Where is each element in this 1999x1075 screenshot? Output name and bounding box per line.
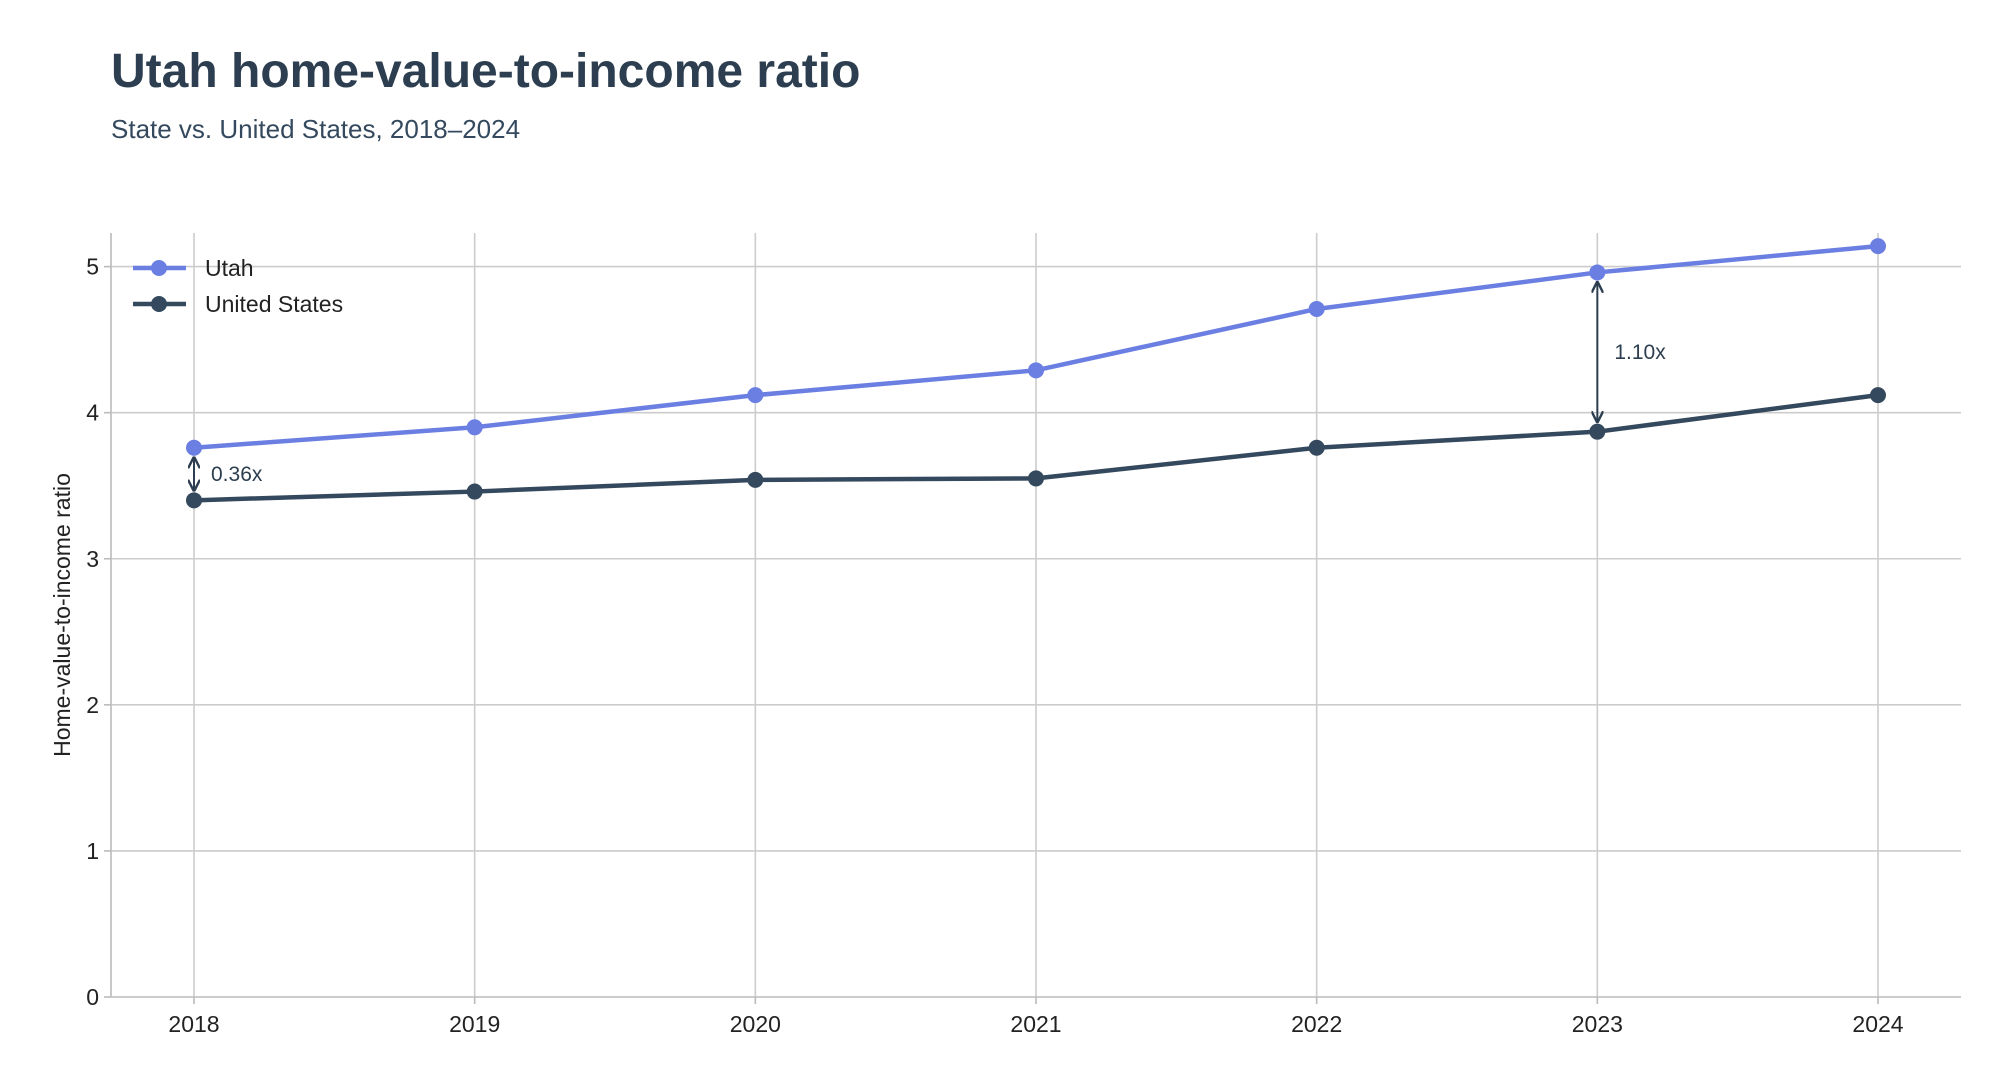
data-point-united-states xyxy=(747,471,764,488)
y-tick-label: 4 xyxy=(86,400,99,426)
legend-label-united-states: United States xyxy=(205,291,343,317)
y-tick-label: 1 xyxy=(86,838,99,864)
data-point-united-states xyxy=(186,492,202,509)
chart-subtitle: State vs. United States, 2018–2024 xyxy=(111,114,521,144)
data-point-utah xyxy=(1589,264,1606,281)
x-tick-label: 2022 xyxy=(1291,1011,1342,1037)
data-point-united-states xyxy=(1308,439,1325,456)
x-tick-label: 2020 xyxy=(730,1011,781,1037)
data-point-united-states xyxy=(1028,470,1044,487)
legend-label-utah: Utah xyxy=(205,255,254,281)
data-point-utah xyxy=(1028,362,1044,379)
grid-lines xyxy=(111,233,1961,997)
data-point-utah xyxy=(1870,238,1886,255)
gap-annotation-label: 1.10x xyxy=(1614,341,1666,364)
y-axis-title: Home-value-to-income ratio xyxy=(49,473,75,757)
annotations: 0.36x 1.10x xyxy=(194,282,1666,490)
series-lines xyxy=(186,238,1886,509)
y-tick-label: 2 xyxy=(86,692,99,718)
chart-title: Utah home-value-to-income ratio xyxy=(111,45,861,98)
x-tick-label: 2018 xyxy=(168,1011,219,1037)
legend-marker-utah xyxy=(151,260,167,276)
data-point-united-states xyxy=(1589,423,1606,440)
legend-marker-united-states xyxy=(151,296,167,312)
data-point-united-states xyxy=(466,483,483,500)
gap-annotation-label: 0.36x xyxy=(211,463,263,486)
y-tick-label: 0 xyxy=(86,984,99,1010)
x-tick-label: 2021 xyxy=(1010,1011,1061,1037)
y-tick-label: 3 xyxy=(86,546,99,572)
x-tick-label: 2019 xyxy=(449,1011,500,1037)
legend: Utah United States xyxy=(133,255,343,317)
x-tick-label: 2023 xyxy=(1572,1011,1623,1037)
data-point-utah xyxy=(747,387,764,404)
data-point-utah xyxy=(466,419,483,436)
data-point-united-states xyxy=(1870,387,1886,404)
x-tick-label: 2024 xyxy=(1852,1011,1903,1037)
data-point-utah xyxy=(1308,300,1325,317)
data-point-utah xyxy=(186,439,202,456)
y-tick-label: 5 xyxy=(86,254,99,280)
tick-labels: 0 1 2 3 4 5 2018 2019 2020 2021 2022 2023 2024 xyxy=(86,254,1904,1037)
